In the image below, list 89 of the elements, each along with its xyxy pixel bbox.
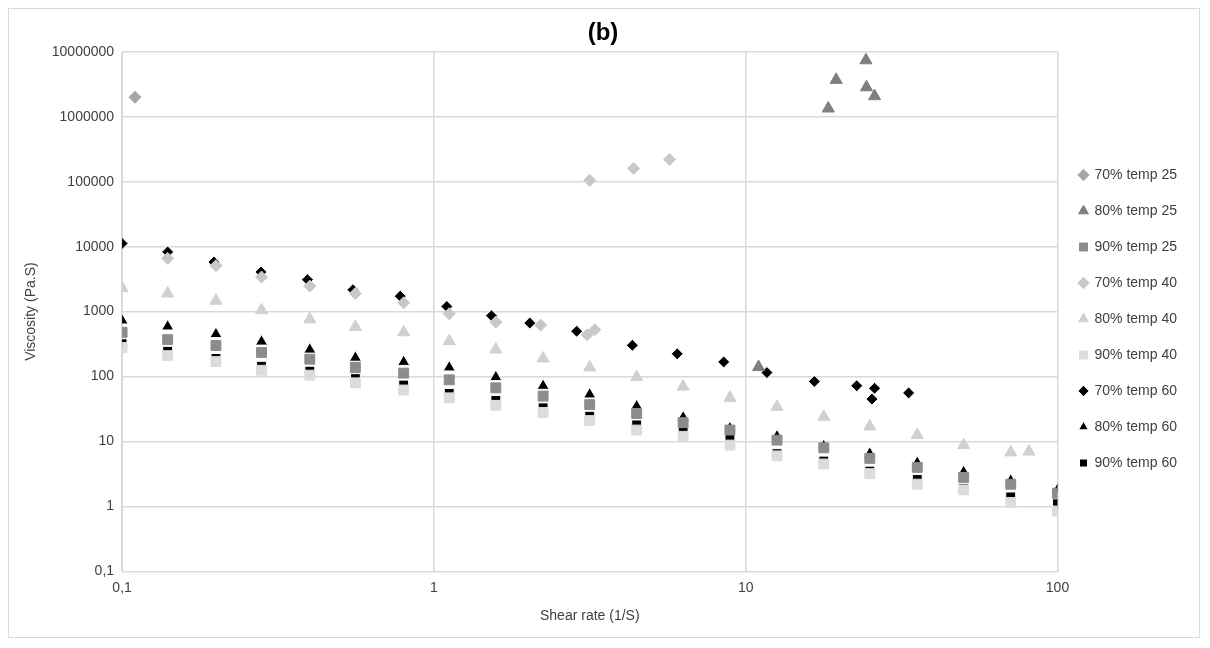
y-tick-label: 100 (90, 367, 115, 384)
point (442, 359, 456, 372)
point (348, 319, 362, 331)
point (863, 419, 877, 431)
point (536, 350, 550, 363)
point (536, 378, 550, 390)
y-tick-label: 0,1 (94, 562, 115, 579)
y-tick-label: 1000000 (59, 107, 115, 124)
y-tick-label: 10000 (75, 237, 115, 254)
legend-label: 80% temp 60 (1094, 417, 1178, 434)
legend-label: 70% temp 25 (1094, 165, 1178, 182)
point (770, 399, 784, 411)
x-tick-label: 100 (1045, 578, 1070, 595)
y-tick-label: 10 (98, 432, 115, 449)
legend-label: 90% temp 40 (1094, 345, 1178, 362)
x-tick-label: 0,1 (112, 578, 133, 595)
point (210, 340, 222, 352)
point (584, 399, 596, 411)
point (631, 424, 643, 436)
x-axis-title: Shear rate (1/S) (539, 607, 640, 624)
point (303, 311, 317, 324)
point (398, 367, 410, 379)
point (910, 427, 924, 439)
point (161, 318, 175, 331)
y-tick-label: 1 (106, 497, 115, 514)
y-tick-label: 1000 (82, 302, 115, 319)
point (210, 356, 222, 368)
point (724, 424, 736, 436)
point (489, 342, 503, 354)
chart-title: (b) (587, 18, 619, 46)
point (630, 369, 644, 382)
point (209, 326, 223, 339)
point (817, 409, 831, 421)
point (256, 347, 267, 358)
point (162, 350, 174, 362)
point (677, 430, 689, 442)
point (304, 369, 316, 381)
legend-label: 70% temp 40 (1094, 273, 1178, 290)
point (397, 354, 411, 366)
point (209, 293, 223, 305)
point (443, 374, 455, 386)
point (583, 386, 597, 399)
point (957, 437, 971, 450)
point (256, 364, 267, 376)
point (1004, 444, 1018, 457)
point (818, 442, 830, 454)
point (161, 286, 175, 298)
x-tick-label: 1 (430, 578, 438, 595)
point (349, 377, 361, 389)
y-axis-title: Viscosity (Pa.S) (22, 262, 39, 361)
point (631, 408, 643, 419)
point (958, 471, 970, 483)
point (490, 382, 502, 394)
point (443, 392, 455, 404)
point (398, 384, 410, 396)
legend-label: 90% temp 25 (1094, 237, 1178, 254)
legend-label: 90% temp 60 (1094, 453, 1178, 470)
point (583, 173, 597, 187)
legend-label: 70% temp 60 (1094, 381, 1178, 398)
point (724, 439, 736, 451)
point (723, 390, 737, 402)
point (490, 399, 502, 411)
point (677, 417, 689, 429)
legend-label: 80% temp 25 (1094, 201, 1178, 218)
point (304, 353, 316, 365)
point (442, 333, 456, 346)
point (911, 461, 923, 473)
x-tick-label: 10 (737, 578, 754, 595)
point (254, 302, 269, 315)
point (676, 379, 690, 391)
y-tick-label: 10000000 (51, 42, 115, 59)
point (348, 350, 362, 362)
point (349, 362, 361, 373)
point (254, 334, 269, 346)
point (864, 452, 876, 464)
point (911, 478, 923, 490)
point (162, 334, 174, 346)
point (1005, 497, 1017, 508)
point (771, 434, 783, 446)
point (537, 407, 549, 418)
point (583, 359, 597, 372)
point (584, 415, 596, 427)
legend-label: 80% temp 40 (1094, 309, 1178, 326)
point (303, 342, 317, 354)
y-tick-label: 100000 (67, 172, 115, 189)
point (397, 324, 411, 337)
point (1005, 478, 1017, 490)
point (489, 369, 503, 382)
point (537, 390, 549, 402)
